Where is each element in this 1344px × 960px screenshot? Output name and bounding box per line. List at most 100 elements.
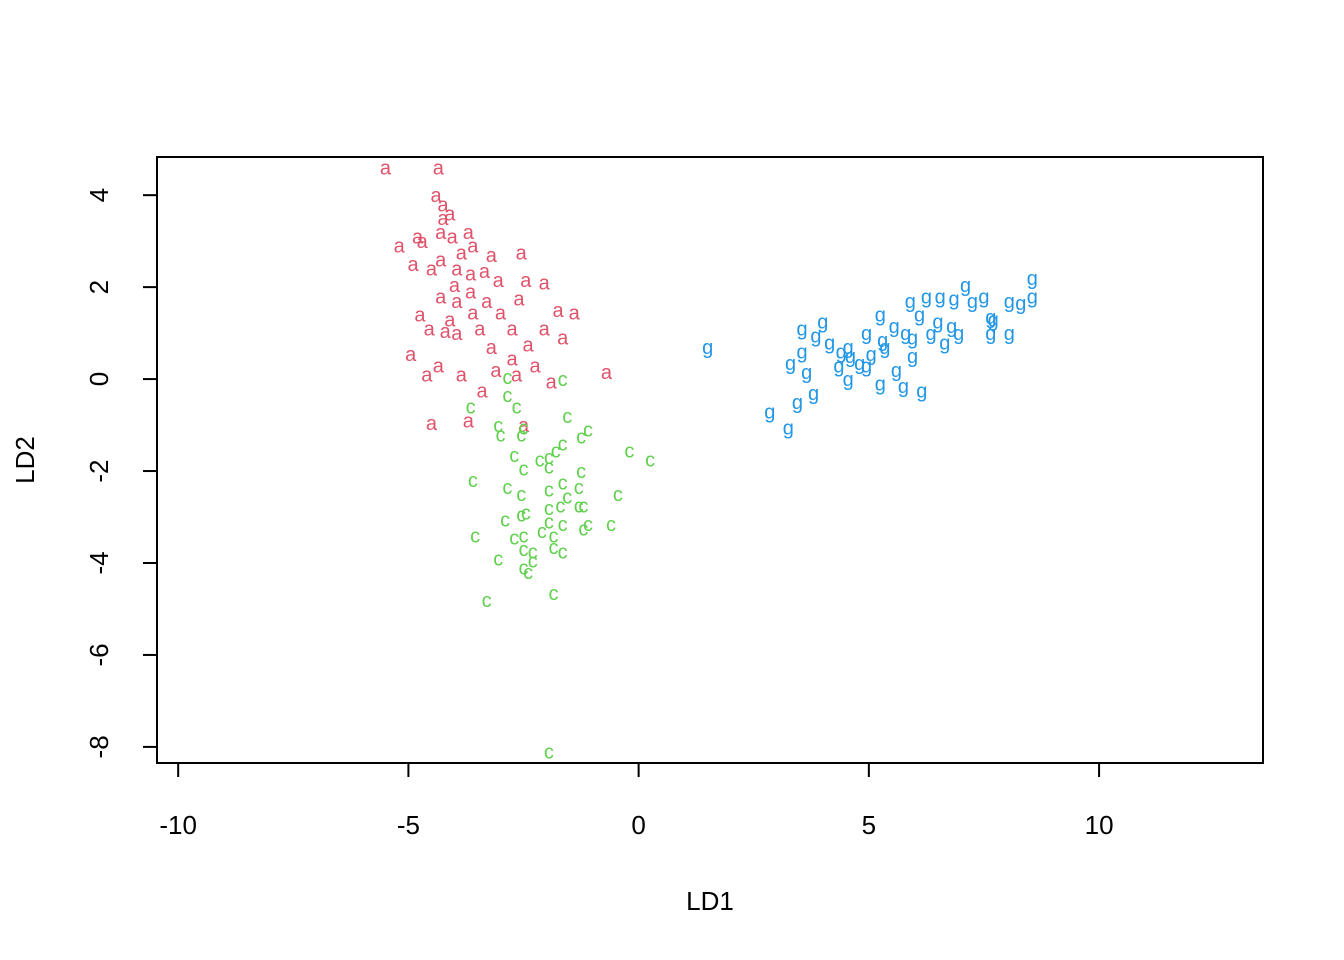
point: a [486, 337, 498, 359]
point: g [898, 376, 909, 398]
point: c [519, 459, 529, 481]
point: c [576, 427, 586, 449]
point: a [449, 275, 461, 297]
point: a [440, 321, 452, 343]
point: a [516, 243, 528, 265]
point: c [519, 539, 529, 561]
point: a [417, 231, 429, 253]
point: c [555, 496, 565, 518]
point: c [574, 477, 584, 499]
x-tick-label: -5 [397, 810, 420, 840]
point: g [889, 316, 900, 338]
point: g [907, 328, 918, 350]
point: a [529, 355, 541, 377]
point: c [544, 456, 554, 478]
point: c [558, 473, 568, 495]
point: a [539, 319, 551, 341]
point: a [447, 227, 459, 249]
point: g [861, 323, 872, 345]
point: g [861, 355, 872, 377]
point: c [523, 562, 533, 584]
point: a [394, 236, 406, 258]
point: c [519, 417, 529, 439]
point: a [444, 204, 456, 226]
y-axis-label: LD2 [10, 436, 40, 484]
point: c [583, 514, 593, 536]
point: g [877, 330, 888, 352]
point: c [544, 479, 554, 501]
point: g [916, 381, 927, 403]
point: g [764, 401, 775, 423]
point: c [562, 406, 572, 428]
point: a [520, 270, 532, 292]
point: c [624, 440, 634, 462]
point: a [451, 291, 463, 313]
point: a [414, 305, 426, 327]
point: g [875, 374, 886, 396]
point: c [502, 367, 512, 389]
y-tick-label: -2 [84, 459, 114, 482]
point: a [437, 194, 449, 216]
point: a [481, 291, 493, 313]
point: g [1027, 286, 1038, 308]
point: a [451, 259, 463, 281]
point: a [552, 300, 564, 322]
point: c [548, 583, 558, 605]
x-tick-label: 10 [1085, 810, 1114, 840]
point: a [435, 222, 447, 244]
y-tick-label: -8 [84, 735, 114, 758]
point: g [783, 417, 794, 439]
point: a [421, 364, 433, 386]
point: c [544, 512, 554, 534]
point: c [544, 447, 554, 469]
point: a [435, 286, 447, 308]
point: g [836, 341, 847, 363]
point: c [537, 521, 547, 543]
point: a [557, 328, 569, 350]
point: a [426, 259, 438, 281]
point: c [468, 470, 478, 492]
point: a [474, 319, 486, 341]
point: a [380, 158, 392, 180]
point: g [879, 337, 890, 359]
point: c [578, 496, 588, 518]
point: c [466, 397, 476, 419]
point: g [785, 353, 796, 375]
point: g [932, 312, 943, 334]
point: a [463, 410, 475, 432]
point: c [493, 415, 503, 437]
point: a [493, 270, 505, 292]
point: a [546, 371, 558, 393]
point: c [502, 477, 512, 499]
point: a [467, 302, 479, 324]
point: c [544, 742, 554, 764]
point: g [833, 355, 844, 377]
point: g [854, 353, 865, 375]
point: a [456, 364, 468, 386]
point: g [801, 362, 812, 384]
point: c [516, 505, 526, 527]
point: g [843, 337, 854, 359]
point: c [558, 514, 568, 536]
point: g [817, 312, 828, 334]
point: a [456, 243, 468, 265]
point: c [493, 548, 503, 570]
point: c [528, 551, 538, 573]
point: a [433, 355, 445, 377]
point: g [953, 323, 964, 345]
point: c [576, 461, 586, 483]
point: c [502, 385, 512, 407]
point: a [486, 245, 498, 267]
point: g [985, 307, 996, 329]
point: a [465, 282, 477, 304]
point: c [578, 519, 588, 541]
point: c [548, 537, 558, 559]
point: a [523, 335, 535, 357]
x-tick-label: 5 [862, 810, 876, 840]
point: a [539, 273, 551, 295]
y-tick-label: -6 [84, 643, 114, 666]
point: c [558, 541, 568, 563]
point: g [824, 332, 835, 354]
point: g [845, 346, 856, 368]
